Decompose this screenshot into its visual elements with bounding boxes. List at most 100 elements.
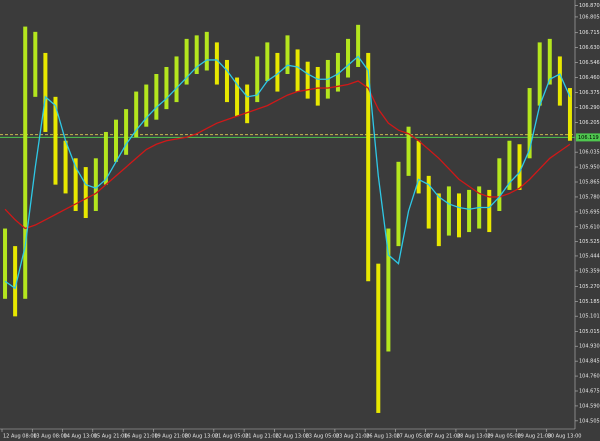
y-tick-label: 106.205 [579,120,600,126]
price-bar [43,52,48,132]
price-bar [537,42,542,106]
y-tick-label: 105.359 [579,268,600,274]
price-bar [144,84,149,127]
x-tick-label: 30 Aug 13:00 [548,434,582,440]
price-bar [33,31,38,97]
price-bar [124,109,129,155]
y-tick-label: 106.035 [579,150,600,156]
price-bar [23,26,28,299]
y-tick-label: 105.950 [579,165,600,171]
y-tick-label: 104.845 [579,359,600,365]
price-bar [557,56,562,106]
bid-label: 106.119 [578,135,599,141]
y-tick-label: 105.015 [579,329,600,335]
y-tick-label: 105.270 [579,284,600,290]
y-tick-label: 106.460 [579,75,600,81]
price-bar [73,158,78,211]
price-bar [295,49,300,92]
price-bar [265,42,270,82]
y-tick-label: 104.675 [579,388,600,394]
y-tick-label: 104.590 [579,403,600,409]
price-bar [194,35,199,75]
price-bar [487,189,492,233]
x-tick-label: 29 Aug 21:00 [517,434,551,440]
price-bar [275,52,280,92]
price-bar [184,38,189,85]
x-tick-label: 27 Aug 05:00 [396,434,430,440]
price-bar [527,88,532,159]
x-tick-label: 21 Aug 05:00 [215,434,249,440]
price-bar [517,144,522,190]
bid-label-box [576,133,600,142]
price-bar [63,140,68,194]
y-tick-label: 104.760 [579,374,600,380]
price-bar [93,158,98,211]
y-tick-label: 105.525 [579,239,600,245]
x-tick-label: 22 Aug 13:00 [275,434,309,440]
x-tick-label: 15 Aug 21:00 [94,434,128,440]
price-bar [396,161,401,247]
price-bar [376,263,381,413]
x-tick-label: 23 Aug 21:00 [336,434,370,440]
x-tick-label: 29 Aug 05:00 [487,434,521,440]
price-bar [547,38,552,85]
x-tick-label: 27 Aug 21:00 [427,434,461,440]
y-tick-label: 105.444 [579,253,600,259]
y-tick-label: 106.805 [579,14,600,20]
price-bar [416,140,421,194]
x-tick-label: 13 Aug 08:00 [33,434,67,440]
price-bar [315,66,320,106]
price-bar [134,91,139,138]
price-bar [224,59,229,103]
price-bar [174,56,179,103]
price-bar [456,193,461,238]
price-bar [53,96,58,185]
price-bar [386,228,391,352]
price-bar [164,66,169,110]
y-tick-label: 106.546 [579,60,600,66]
y-tick-label: 104.505 [579,418,600,424]
ma-slow-line [4,80,571,230]
y-tick-label: 106.715 [579,30,600,36]
price-bar [235,77,240,117]
price-bar [154,74,159,120]
y-tick-label: 105.185 [579,299,600,305]
price-bar [346,38,351,78]
x-tick-label: 16 Aug 21:00 [124,434,158,440]
y-tick-label: 106.630 [579,45,600,51]
y-tick-label: 105.780 [579,194,600,200]
x-tick-label: 21 Aug 21:00 [245,434,279,440]
x-tick-label: 28 Aug 13:00 [457,434,491,440]
price-bar [114,119,119,162]
price-bar [356,24,361,67]
y-tick-label: 104.930 [579,344,600,350]
price-bar [366,52,371,282]
price-bar [245,84,250,124]
y-tick-label: 105.865 [579,180,600,186]
price-bar [426,175,431,229]
y-tick-label: 105.610 [579,224,600,230]
price-bar [204,31,209,71]
y-tick-label: 105.101 [579,314,600,320]
ma-fast-line [4,55,571,290]
x-tick-label: 19 Aug 21:00 [154,434,188,440]
price-bar [497,158,502,211]
y-tick-label: 106.375 [579,90,600,96]
y-tick-label: 106.290 [579,105,600,111]
x-tick-label: 26 Aug 13:00 [366,434,400,440]
x-tick-label: 20 Aug 13:00 [185,434,219,440]
y-tick-label: 106.870 [579,3,600,9]
price-bar [13,246,18,317]
price-bar [335,52,340,92]
price-bar [467,189,472,233]
price-bar [507,140,512,190]
y-tick-label: 105.695 [579,209,600,215]
price-bar [446,186,451,236]
x-tick-label: 23 Aug 05:00 [306,434,340,440]
price-bar [255,56,260,103]
price-bar [285,35,290,75]
price-bar [436,193,441,247]
price-bar [305,61,310,99]
